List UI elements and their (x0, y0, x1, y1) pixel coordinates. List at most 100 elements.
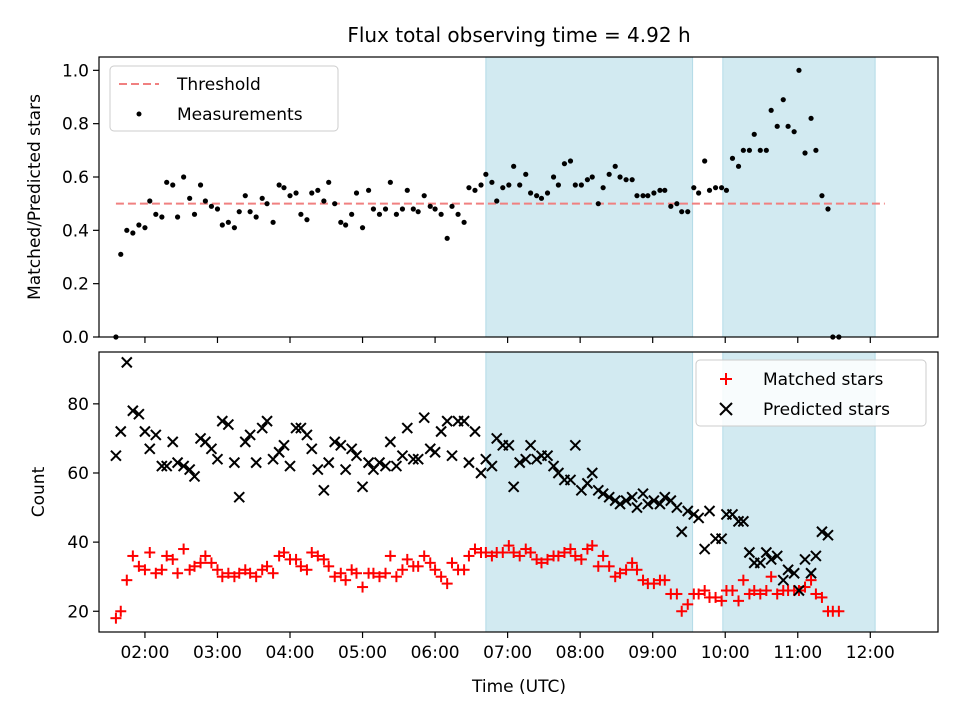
measurement-point (343, 222, 349, 228)
predicted-star-point (637, 488, 649, 500)
matched-star-point (195, 557, 207, 569)
matched-star-point (211, 564, 223, 576)
measurement-point (202, 198, 208, 204)
matched-star-point (290, 553, 302, 565)
predicted-star-point (682, 505, 694, 517)
matched-star-point (733, 595, 745, 607)
matched-star-point (267, 567, 279, 579)
predicted-star-point (222, 418, 235, 431)
matched-star-point (441, 578, 453, 590)
measurement-point (461, 219, 467, 225)
measurement-point (236, 209, 242, 215)
matched-star-point (542, 553, 554, 565)
matched-star-point (514, 550, 526, 562)
matched-star-point (614, 567, 626, 579)
measurement-point (472, 187, 478, 193)
measurement-point (197, 182, 204, 188)
measurement-point (159, 214, 165, 220)
measurement-point (567, 158, 574, 164)
predicted-star-point (805, 567, 817, 579)
predicted-star-point (278, 439, 290, 452)
predicted-star-point (581, 477, 594, 490)
measurement-point (136, 222, 142, 228)
predicted-star-point (765, 553, 777, 566)
matched-star-point (167, 553, 179, 565)
measurement-point (561, 161, 568, 167)
predicted-star-point (418, 411, 430, 424)
matched-star-point (172, 567, 184, 579)
top-panel: 0.0 0.2 0.4 0.6 0.8 1.0 Matched/Predicted sta… (25, 56, 939, 348)
matched-star-point (592, 560, 604, 572)
matched-star-point (525, 546, 537, 558)
measurement-point (466, 185, 472, 191)
measurement-point (124, 227, 130, 233)
matched-star-point (380, 567, 392, 579)
bottom-legend: Matched stars Predicted stars (695, 359, 927, 427)
predicted-star-point (586, 467, 598, 479)
measurement-point (225, 219, 231, 225)
predicted-star-point (631, 501, 643, 514)
predicted-star-point (167, 436, 179, 448)
matched-star-point (480, 546, 492, 558)
matched-star-point (737, 574, 749, 586)
y-tick-label: 0.4 (62, 221, 89, 241)
matched-star-point (189, 560, 201, 572)
measurement-point (147, 198, 153, 204)
matched-star-point (340, 574, 352, 586)
predicted-star-point (379, 460, 392, 472)
measurement-point (527, 190, 534, 196)
y-tick-label: 0.6 (62, 168, 89, 188)
measurement-point (768, 107, 774, 113)
predicted-star-point (822, 529, 834, 541)
measurement-point (751, 131, 757, 137)
predicted-star-point (771, 550, 783, 562)
predicted-star-point (760, 546, 773, 559)
y-tick-label: 0.0 (62, 328, 89, 348)
predicted-star-point (446, 449, 458, 462)
matched-star-point (323, 560, 335, 572)
measurement-point (651, 190, 657, 196)
predicted-star-point (597, 488, 609, 500)
measurement-point (170, 182, 176, 188)
measurement-point (174, 214, 181, 220)
measurement-point (489, 179, 495, 185)
measurement-point (309, 190, 315, 196)
measurement-point (774, 123, 780, 129)
predicted-star-point (475, 467, 487, 479)
predicted-star-point (412, 453, 424, 465)
measurement-point (696, 190, 702, 196)
measurement-point (802, 150, 808, 156)
measurement-point (595, 201, 601, 207)
matched-star-point (412, 560, 424, 572)
matched-star-point (329, 571, 341, 583)
measurement-point (293, 190, 299, 196)
y-tick-label: 60 (67, 464, 89, 484)
predicted-star-point (150, 429, 162, 441)
measurement-point (825, 206, 831, 212)
predicted-star-point (569, 439, 582, 452)
measurement-point (353, 190, 360, 196)
matched-star-point (564, 543, 576, 555)
matched-star-point (463, 550, 475, 562)
legend-threshold-label: Threshold (176, 75, 261, 95)
measurement-point (808, 115, 814, 121)
predicted-star-point (177, 460, 190, 472)
measurement-point (572, 182, 578, 188)
predicted-star-point (429, 446, 441, 458)
measurement-point (706, 187, 713, 193)
predicted-star-point (335, 439, 347, 452)
matched-star-point (726, 585, 738, 597)
measurement-point (349, 211, 355, 217)
top-y-axis-label: Matched/Predicted stars (25, 94, 45, 300)
predicted-star-point (541, 449, 554, 462)
x-tick-label: 07:00 (483, 643, 532, 663)
predicted-star-point (507, 481, 520, 493)
matched-star-point (216, 571, 228, 583)
predicted-star-point (698, 543, 711, 555)
predicted-star-point (312, 463, 324, 476)
measurement-point (449, 203, 455, 209)
predicted-star-point (144, 443, 156, 455)
predicted-star-point (390, 460, 403, 472)
predicted-star-point (110, 449, 122, 462)
